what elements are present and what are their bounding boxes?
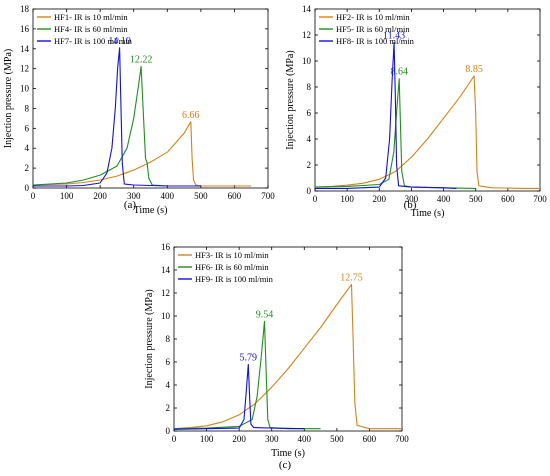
legend-entry: HF3- IR is 10 ml/min xyxy=(195,250,269,260)
y-tick-label: 16 xyxy=(161,242,171,252)
chart-panel-1: 0 100 200 300 400 500 600 700 0 2 4 6 8 10 12 14 16 18 Tim… xyxy=(3,4,275,216)
series-line-1 xyxy=(32,121,252,187)
x-tick-label: 500 xyxy=(330,434,344,444)
y-tick-label: 12 xyxy=(161,288,170,298)
y-tick-label: 10 xyxy=(302,56,312,66)
y-tick-label: 0 xyxy=(25,183,30,193)
x-tick-label: 0 xyxy=(172,434,177,444)
x-tick-label: 300 xyxy=(127,191,141,201)
series-line-2 xyxy=(32,65,201,187)
x-axis-title: Time (s) xyxy=(134,205,168,216)
peak-value-label: 5.79 xyxy=(240,352,258,363)
peak-value-label: 14.10 xyxy=(108,36,131,47)
peak-value-label: 12.22 xyxy=(130,54,153,65)
series-line-3 xyxy=(315,41,457,189)
y-tick-label: 14 xyxy=(302,4,312,14)
x-tick-label: 200 xyxy=(232,434,246,444)
x-tick-label: 400 xyxy=(161,191,175,201)
y-tick-label: 8 xyxy=(307,82,312,92)
x-tick-label: 600 xyxy=(228,191,242,201)
x-tick-label: 700 xyxy=(533,194,547,204)
x-tick-label: 300 xyxy=(405,194,419,204)
chart-panel-2: 0 100 200 300 400 500 600 700 0 2 4 6 8 10 12 14 Time (s… xyxy=(285,4,547,219)
x-tick-label: 100 xyxy=(340,194,354,204)
legend-entry: HF5- IR is 60 ml/min xyxy=(336,24,410,34)
y-tick-label: 4 xyxy=(307,134,312,144)
y-tick-label: 14 xyxy=(161,265,171,275)
series-line-3 xyxy=(173,363,305,430)
y-tick-label: 8 xyxy=(166,334,171,344)
y-tick-label: 4 xyxy=(166,380,171,390)
x-tick-label: 600 xyxy=(501,194,515,204)
series-line-1 xyxy=(173,283,402,430)
x-tick-label: 0 xyxy=(31,191,36,201)
panel-caption: (c) xyxy=(279,459,292,471)
panel-caption: (b) xyxy=(404,199,417,211)
x-tick-label: 100 xyxy=(200,434,214,444)
x-tick-label: 700 xyxy=(395,434,409,444)
peak-value-label: 9.54 xyxy=(256,309,274,320)
peak-value-label: 11.43 xyxy=(383,30,405,41)
y-tick-label: 0 xyxy=(166,426,171,436)
x-axis-title: Time (s) xyxy=(271,448,305,459)
series-line-3 xyxy=(33,47,201,187)
y-tick-label: 10 xyxy=(161,311,171,321)
x-tick-label: 400 xyxy=(437,194,451,204)
legend-entry: HF9- IR is 100 ml/min xyxy=(195,274,274,284)
legend-entry: HF1- IR is 10 ml/min xyxy=(54,12,128,22)
y-tick-label: 2 xyxy=(307,160,312,170)
panel-caption: (a) xyxy=(124,199,137,211)
series-line-1 xyxy=(314,75,540,189)
x-tick-label: 700 xyxy=(261,191,275,201)
legend-entry: HF4- IR is 60 ml/min xyxy=(54,24,128,34)
y-tick-label: 12 xyxy=(20,64,29,74)
chart-panel-3: 0 100 200 300 400 500 600 700 0 2 4 6 8 10 12 14 16 Time … xyxy=(144,242,409,471)
y-tick-label: 12 xyxy=(302,30,311,40)
y-tick-label: 14 xyxy=(20,44,30,54)
x-tick-label: 100 xyxy=(60,191,74,201)
peak-value-label: 12.75 xyxy=(340,272,363,283)
y-tick-label: 4 xyxy=(25,143,30,153)
y-tick-label: 6 xyxy=(307,108,312,118)
y-tick-label: 6 xyxy=(25,123,30,133)
plot-frame xyxy=(314,8,541,192)
x-tick-label: 0 xyxy=(313,194,318,204)
x-tick-label: 300 xyxy=(265,434,279,444)
y-tick-label: 2 xyxy=(25,163,30,173)
x-tick-label: 400 xyxy=(298,434,312,444)
y-tick-label: 8 xyxy=(25,103,30,113)
x-tick-label: 500 xyxy=(194,191,208,201)
peak-value-label: 6.66 xyxy=(182,110,200,121)
plot-frame xyxy=(32,8,269,189)
legend-entry: HF8- IR is 100 ml/min xyxy=(336,36,415,46)
x-axis-title: Time (s) xyxy=(411,208,445,219)
x-tick-label: 500 xyxy=(469,194,483,204)
y-tick-label: 2 xyxy=(166,403,171,413)
y-tick-label: 6 xyxy=(166,357,171,367)
legend-entry: HF6- IR is 60 ml/min xyxy=(195,262,269,272)
y-tick-label: 16 xyxy=(20,24,30,34)
peak-value-label: 8.85 xyxy=(465,64,483,75)
x-tick-label: 600 xyxy=(363,434,377,444)
y-axis-title: Injection pressure (MPa) xyxy=(3,49,14,148)
y-axis-title: Injection pressure (MPa) xyxy=(144,289,155,388)
peak-value-label: 8.64 xyxy=(390,67,408,78)
y-tick-label: 0 xyxy=(307,186,312,196)
y-tick-label: 18 xyxy=(20,4,30,14)
y-axis-title: Injection pressure (MPa) xyxy=(285,50,296,149)
x-tick-label: 200 xyxy=(93,191,107,201)
legend-entry: HF7- IR is 100 ml/min xyxy=(54,36,133,46)
x-tick-label: 200 xyxy=(373,194,387,204)
legend-entry: HF2- IR is 10 ml/min xyxy=(336,12,410,22)
y-tick-label: 10 xyxy=(20,84,30,94)
